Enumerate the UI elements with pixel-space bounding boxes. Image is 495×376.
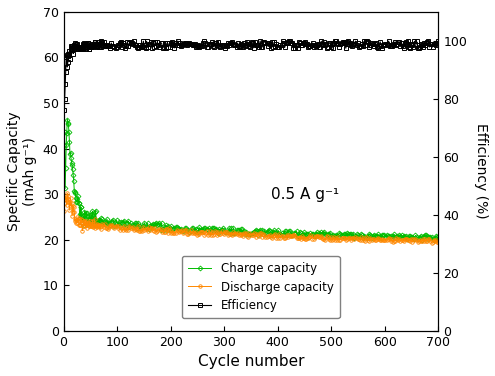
Line: Efficiency: Efficiency (62, 39, 440, 112)
Discharge capacity (298, 237, 304, 241)
Discharge capacity (64, 191, 70, 196)
Discharge capacity (242, 232, 248, 236)
Charge capacity (66, 139, 72, 144)
Efficiency (66, 52, 72, 56)
Efficiency (194, 44, 200, 48)
Efficiency (79, 46, 85, 50)
Discharge capacity (61, 209, 67, 214)
Text: 0.5 A g⁻¹: 0.5 A g⁻¹ (271, 186, 339, 202)
Discharge capacity (66, 208, 72, 212)
Efficiency (61, 108, 67, 113)
Charge capacity (194, 228, 200, 232)
Line: Discharge capacity: Discharge capacity (62, 191, 440, 244)
Charge capacity (80, 215, 86, 220)
Efficiency (311, 45, 317, 49)
Y-axis label: Specific Capacity
(mAh g⁻¹): Specific Capacity (mAh g⁻¹) (7, 111, 37, 231)
Discharge capacity (429, 240, 435, 245)
Legend: Charge capacity, Discharge capacity, Efficiency: Charge capacity, Discharge capacity, Eff… (182, 256, 340, 318)
Discharge capacity (194, 232, 200, 237)
Charge capacity (64, 117, 70, 122)
Y-axis label: Efficiency (%): Efficiency (%) (474, 123, 488, 219)
Discharge capacity (80, 224, 86, 228)
Efficiency (242, 44, 248, 48)
Charge capacity (298, 231, 304, 235)
Charge capacity (61, 143, 67, 147)
Charge capacity (311, 233, 317, 237)
Efficiency (175, 39, 181, 43)
Efficiency (435, 39, 441, 44)
Discharge capacity (311, 237, 317, 241)
Line: Charge capacity: Charge capacity (62, 118, 440, 241)
Efficiency (298, 42, 304, 47)
Charge capacity (431, 237, 437, 242)
X-axis label: Cycle number: Cycle number (198, 354, 304, 369)
Charge capacity (242, 232, 248, 236)
Charge capacity (435, 236, 441, 241)
Discharge capacity (435, 240, 441, 244)
